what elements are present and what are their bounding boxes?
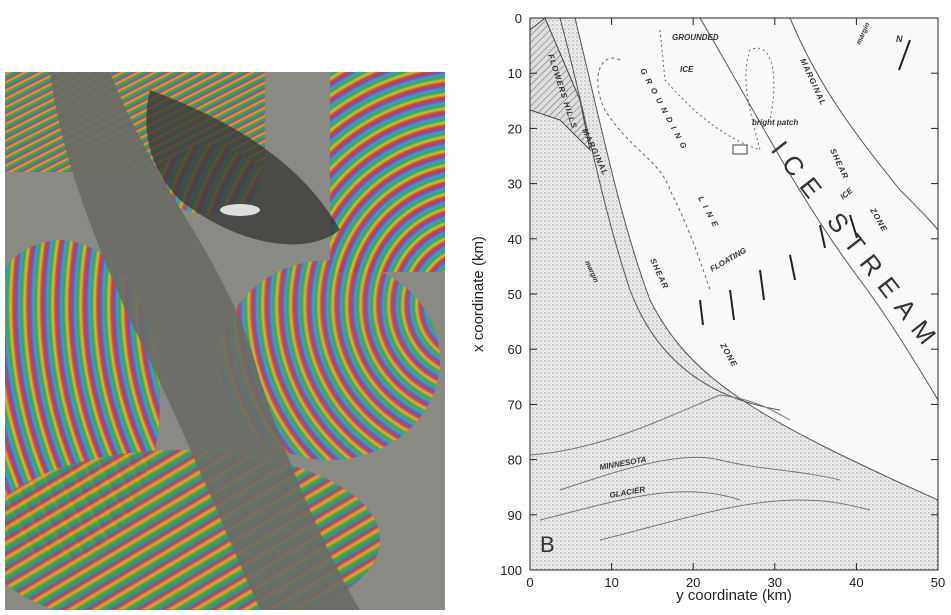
y-tick-label: 50 <box>508 287 522 302</box>
y-tick-label: 10 <box>508 66 522 81</box>
y-tick-label: 40 <box>508 232 522 247</box>
y-tick-label: 80 <box>508 453 522 468</box>
y-tick-label: 20 <box>508 121 522 136</box>
map-annotation: bright patch <box>752 118 798 127</box>
map-annotation: GROUNDED <box>672 33 719 42</box>
interferogram-image <box>0 72 450 610</box>
x-tick-label: 50 <box>931 575 945 590</box>
map-annotation: ICE <box>680 65 694 74</box>
x-tick-label: 30 <box>768 575 782 590</box>
y-tick-label: 100 <box>500 563 522 578</box>
map-annotation: N <box>896 34 903 44</box>
y-tick-label: 70 <box>508 397 522 412</box>
x-tick-label: 20 <box>686 575 700 590</box>
x-tick-label: 10 <box>604 575 618 590</box>
panel-label: B <box>540 532 555 557</box>
y-axis-label: x coordinate (km) <box>470 236 487 352</box>
y-tick-label: 90 <box>508 508 522 523</box>
page: {"chart_data": {"type": "map", "xlabel":… <box>0 0 951 610</box>
x-tick-label: 40 <box>849 575 863 590</box>
figure: x coordinate (km) y coordinate (km) B 01… <box>0 0 951 610</box>
x-tick-label: 0 <box>526 575 533 590</box>
y-tick-label: 30 <box>508 177 522 192</box>
y-tick-label: 0 <box>515 11 522 26</box>
y-tick-label: 60 <box>508 342 522 357</box>
